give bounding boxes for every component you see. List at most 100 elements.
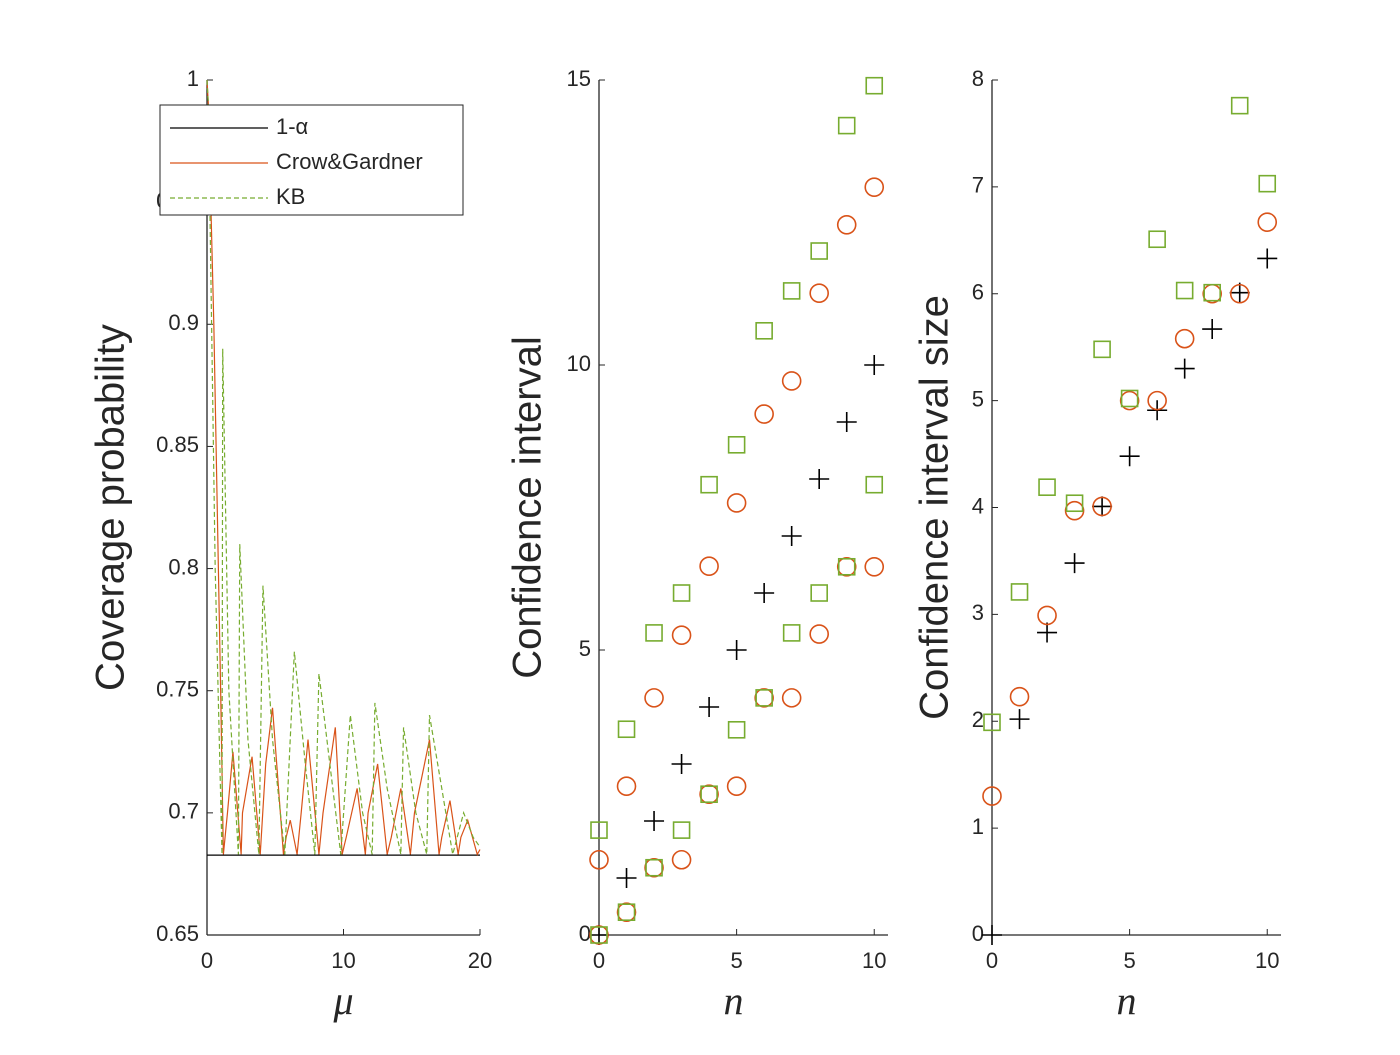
marker — [1257, 248, 1278, 269]
y-axis-label: Confidence interval — [506, 336, 550, 678]
marker — [754, 688, 774, 708]
marker — [645, 858, 663, 877]
legend-label: KB — [276, 184, 305, 209]
marker — [617, 903, 636, 922]
marker — [616, 776, 637, 797]
marker — [781, 526, 802, 546]
x-tick-label: 5 — [730, 948, 742, 973]
marker — [754, 404, 774, 424]
marker — [589, 925, 609, 945]
marker — [590, 821, 608, 839]
x-axis-label: n — [724, 978, 744, 1023]
marker — [810, 584, 828, 602]
marker — [699, 697, 720, 717]
marker — [616, 902, 637, 923]
x-tick-label: 0 — [986, 948, 998, 973]
y-tick-label: 0 — [972, 921, 984, 946]
marker — [982, 786, 1002, 806]
marker — [671, 754, 692, 774]
marker — [1174, 358, 1195, 379]
marker — [617, 720, 636, 739]
marker — [700, 475, 718, 494]
y-tick-label: 5 — [972, 386, 984, 411]
marker — [700, 785, 718, 804]
marker — [645, 624, 663, 642]
marker — [1064, 553, 1085, 574]
line — [206, 79, 481, 856]
marker — [672, 584, 691, 602]
y-tick-label: 0.65 — [156, 921, 199, 946]
y-tick-label: 15 — [567, 66, 591, 91]
panel: 0.650.70.750.80.850.90.95101020Coverage … — [89, 66, 493, 1023]
y-tick-label: 0.8 — [168, 554, 199, 579]
marker — [809, 469, 830, 489]
x-tick-label: 5 — [1123, 948, 1135, 973]
marker — [864, 355, 885, 375]
marker — [837, 557, 856, 576]
y-tick-label: 4 — [972, 493, 984, 518]
marker — [1038, 478, 1056, 496]
x-tick-label: 10 — [862, 948, 886, 973]
marker — [644, 857, 664, 878]
marker — [1203, 283, 1221, 302]
marker — [589, 849, 609, 870]
y-tick-label: 0.85 — [156, 432, 199, 457]
marker — [782, 624, 801, 642]
marker — [982, 925, 1002, 945]
marker — [1119, 446, 1140, 467]
marker — [727, 435, 746, 454]
marker — [1093, 340, 1111, 359]
x-axis-label: μ — [332, 978, 353, 1023]
x-tick-label: 0 — [593, 948, 605, 973]
marker — [983, 713, 1001, 732]
y-tick-label: 10 — [567, 351, 591, 376]
marker — [837, 116, 856, 135]
marker — [864, 556, 885, 577]
y-tick-label: 1 — [972, 814, 984, 839]
axes: 0 1 2 3 4 5 6 7 8 0 5 10 — [972, 66, 1281, 973]
marker — [865, 475, 884, 494]
panel: 0 1 2 3 4 5 6 7 8 0 5 10 Confidence interval size n — [913, 66, 1281, 1023]
marker — [781, 688, 802, 708]
marker — [699, 556, 719, 577]
marker — [782, 282, 801, 300]
marker — [644, 811, 665, 831]
marker — [1202, 319, 1223, 340]
legend-label: Crow&Gardner — [276, 149, 423, 174]
marker — [1037, 622, 1058, 643]
marker — [755, 689, 773, 707]
marker — [726, 493, 747, 513]
marker — [1064, 500, 1085, 521]
y-tick-label: 0 — [579, 921, 591, 946]
x-tick-label: 10 — [331, 948, 355, 973]
marker — [1257, 212, 1278, 232]
marker — [589, 925, 609, 945]
y-tick-label: 0.9 — [168, 310, 199, 335]
marker — [671, 849, 692, 870]
marker — [836, 412, 857, 432]
marker — [726, 776, 747, 797]
marker — [1009, 686, 1030, 707]
marker — [1065, 494, 1084, 513]
marker — [590, 926, 608, 944]
x-axis-label: n — [1117, 978, 1137, 1023]
marker — [671, 625, 692, 645]
marker — [644, 688, 664, 708]
y-axis-label: Coverage probability — [89, 324, 133, 691]
legend: 1-α Crow&Gardner KB — [159, 104, 464, 216]
y-tick-label: 7 — [972, 173, 984, 198]
marker — [726, 640, 747, 660]
axes: 0 5 10 15 0 5 10 — [567, 66, 888, 973]
marker — [699, 784, 719, 805]
marker — [1258, 174, 1277, 193]
marker — [864, 177, 885, 197]
marker — [1229, 282, 1250, 303]
x-tick-label: 10 — [1255, 948, 1279, 973]
y-tick-label: 3 — [972, 600, 984, 625]
marker — [810, 242, 828, 260]
line — [206, 79, 481, 855]
marker — [1092, 496, 1112, 517]
marker — [809, 283, 829, 303]
marker — [754, 583, 775, 603]
